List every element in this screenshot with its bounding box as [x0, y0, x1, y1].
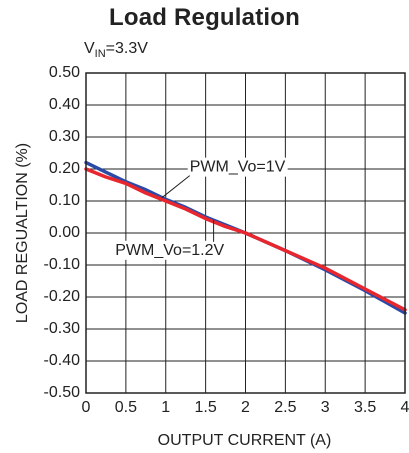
plot-frame — [85, 72, 406, 394]
series-lines — [84, 160, 407, 315]
annotation-background-1 — [113, 240, 227, 260]
series-annotation-1: PWM_Vo=1.2V — [115, 242, 224, 259]
series-annotation-0: PWM_Vo=1V — [190, 159, 286, 176]
annotations: PWM_Vo=1V PWM_Vo=1.2V — [113, 157, 288, 260]
annotation-leader-0 — [161, 175, 191, 199]
y-tick-label: -0.20 — [44, 288, 81, 305]
x-tick-label: 4 — [401, 399, 409, 416]
x-tick-label: 2.5 — [274, 399, 296, 416]
annotation-background-0 — [187, 157, 288, 177]
chart-title: Load Regulation — [109, 4, 300, 31]
y-tick-label: 0.30 — [49, 128, 80, 145]
x-tick-label: 1 — [161, 399, 170, 416]
x-tick-label: 1.5 — [195, 399, 217, 416]
y-tick-label: -0.50 — [44, 384, 81, 401]
x-tick-label: 0.5 — [115, 399, 137, 416]
y-tick-label: 0.10 — [49, 192, 80, 209]
y-tick-label: -0.40 — [44, 352, 81, 369]
x-tick-label: 3 — [321, 399, 330, 416]
condition-subscript: IN — [94, 48, 106, 60]
y-tick-label: 0.40 — [49, 96, 80, 113]
x-axis-label: OUTPUT CURRENT (A) — [158, 432, 332, 449]
condition-suffix: =3.3V — [105, 40, 148, 57]
y-tick-label: 0.50 — [49, 64, 80, 81]
x-tick-label: 2 — [241, 399, 250, 416]
y-tick-label: 0.20 — [49, 160, 80, 177]
x-tick-label: 0 — [82, 399, 91, 416]
y-axis-label: LOAD REGUALTION (%) — [14, 143, 31, 323]
series-line-1 — [84, 167, 407, 312]
input-voltage-condition: VIN=3.3V — [84, 40, 148, 60]
x-tick-label: 3.5 — [354, 399, 376, 416]
y-tick-label: -0.30 — [44, 320, 81, 337]
condition-prefix: V — [84, 40, 95, 57]
y-tick-label: -0.10 — [44, 256, 81, 273]
y-tick-labels: 0.50 0.40 0.30 0.20 0.10 0.00 -0.10 -0.20 -0.30 -… — [44, 64, 81, 401]
x-tick-labels: 0 0.5 1 1.5 2 2.5 3 3.5 4 — [82, 399, 409, 416]
y-tick-label: 0.00 — [49, 224, 80, 241]
